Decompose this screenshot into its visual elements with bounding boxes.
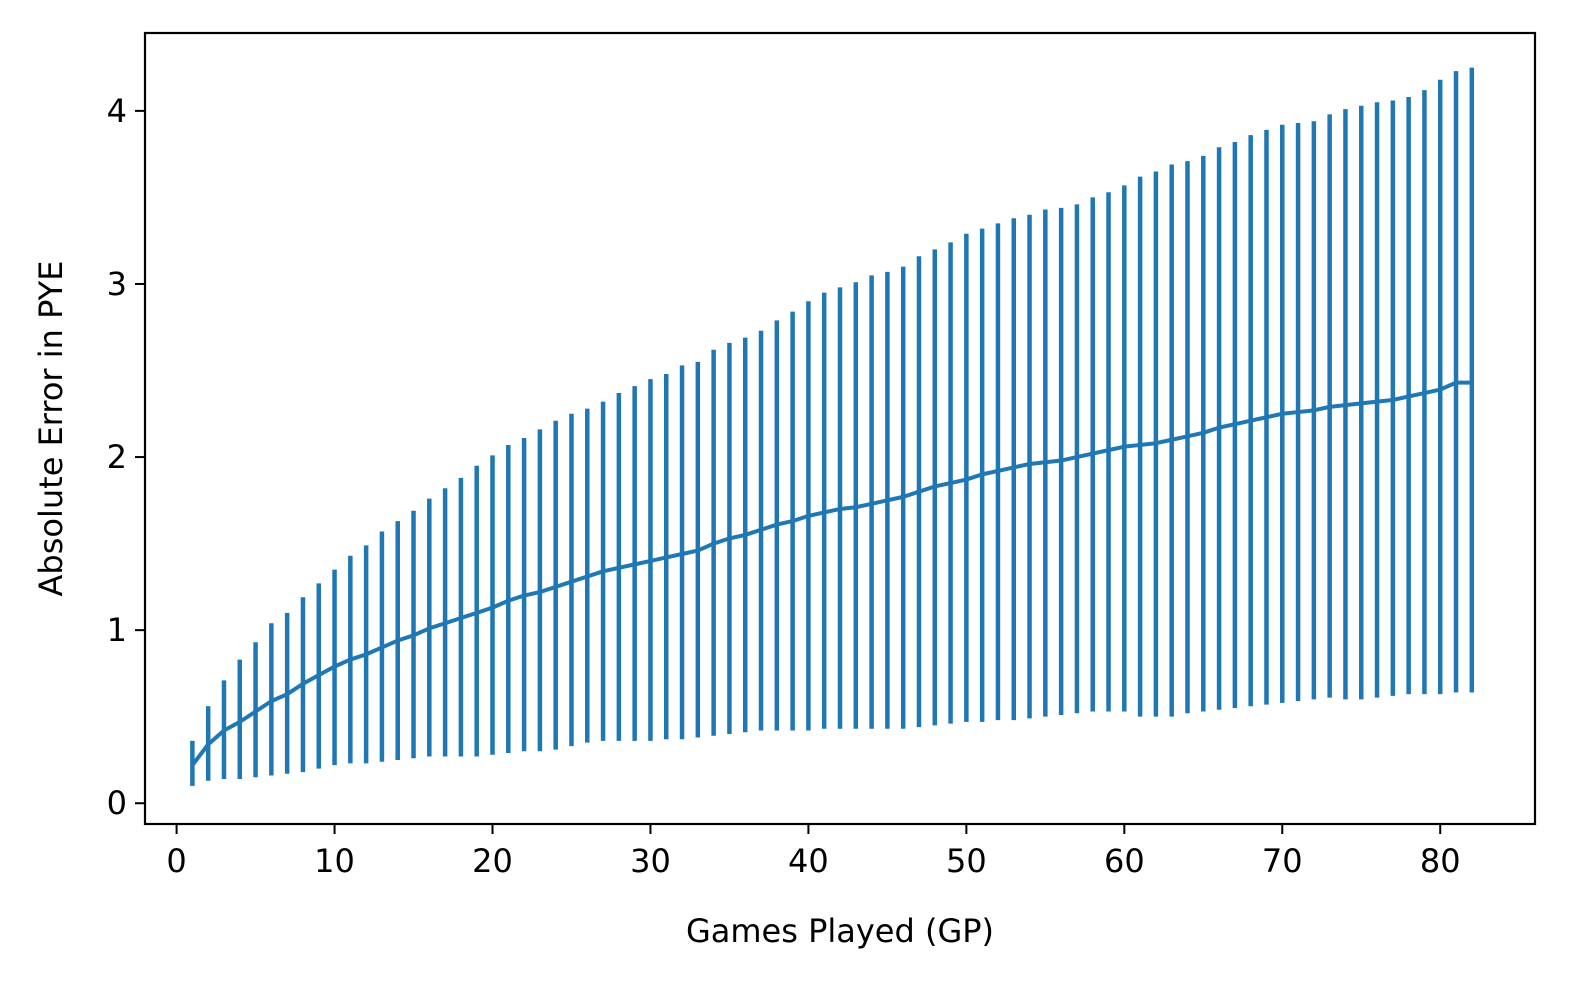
y-tick-label: 4 bbox=[107, 92, 127, 130]
y-axis-label: Absolute Error in PYE bbox=[32, 261, 70, 597]
x-tick-label: 60 bbox=[1104, 842, 1145, 880]
x-axis-ticks: 0 10 20 30 40 50 60 70 80 bbox=[166, 824, 1461, 880]
x-tick-label: 30 bbox=[630, 842, 671, 880]
x-tick-label: 50 bbox=[946, 842, 987, 880]
y-tick-label: 0 bbox=[107, 784, 127, 822]
x-tick-label: 40 bbox=[788, 842, 829, 880]
x-tick-label: 10 bbox=[314, 842, 355, 880]
y-tick-label: 3 bbox=[107, 265, 127, 303]
y-tick-label: 2 bbox=[107, 438, 127, 476]
x-tick-label: 80 bbox=[1420, 842, 1461, 880]
y-tick-label: 1 bbox=[107, 611, 127, 649]
y-axis-ticks: 0 1 2 3 4 bbox=[107, 92, 145, 822]
x-tick-label: 20 bbox=[472, 842, 513, 880]
plot-frame bbox=[143, 31, 1537, 826]
x-tick-label: 70 bbox=[1262, 842, 1303, 880]
x-axis-label: Games Played (GP) bbox=[686, 912, 994, 950]
mean-line bbox=[190, 380, 1472, 767]
x-tick-label: 0 bbox=[166, 842, 186, 880]
